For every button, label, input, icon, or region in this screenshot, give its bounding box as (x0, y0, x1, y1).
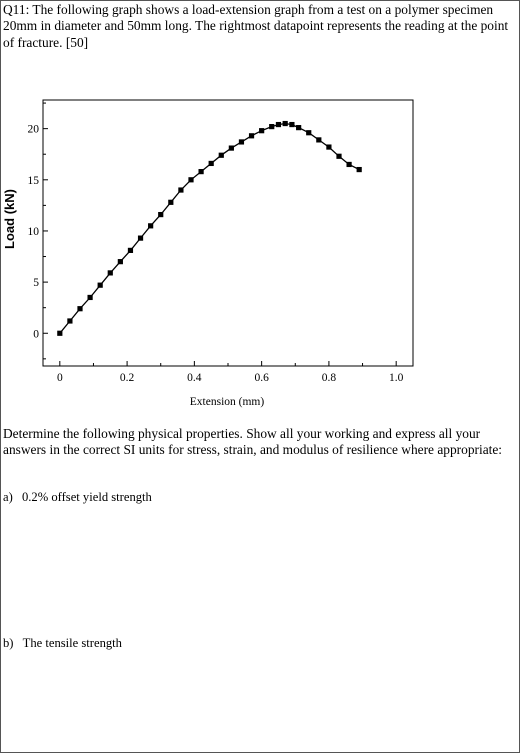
part-b-label: b) (3, 636, 14, 650)
data-point (296, 125, 302, 131)
data-point (275, 121, 282, 128)
data-point (87, 294, 93, 301)
data-point (77, 306, 83, 312)
x-tick-label: 0 (57, 372, 63, 384)
data-point (336, 153, 342, 159)
series-line (59, 122, 360, 334)
data-point (188, 177, 194, 183)
plot-frame (42, 99, 414, 367)
data-point (137, 235, 144, 241)
data-point (168, 199, 174, 205)
y-tick-label: 10 (28, 226, 40, 238)
data-point (356, 166, 362, 173)
y-tick-label: 15 (28, 175, 40, 187)
x-tick-label: 0.8 (322, 372, 337, 384)
data-point (259, 128, 265, 134)
data-point (57, 330, 63, 336)
data-point (282, 120, 288, 127)
instructions-text: Determine the following physical propert… (3, 426, 503, 458)
data-point (208, 160, 214, 167)
y-tick-label: 5 (33, 277, 39, 289)
x-tick-label: 0.6 (254, 372, 269, 384)
data-point (117, 259, 123, 265)
data-point (107, 270, 113, 276)
part-a-text: 0.2% offset yield strength (21, 490, 152, 504)
part-b: b) The tensile strength (3, 636, 122, 651)
data-point (316, 137, 322, 143)
y-tick-label: 20 (28, 124, 40, 136)
data-point (326, 144, 332, 150)
x-tick-label: 0.4 (187, 372, 202, 384)
data-point (198, 169, 204, 175)
data-point (97, 282, 103, 288)
x-tick-label: 1.0 (389, 372, 404, 384)
data-point (238, 139, 245, 145)
data-point (218, 152, 224, 158)
data-point (158, 211, 164, 218)
data-point (178, 187, 184, 193)
part-a: a) 0.2% offset yield strength (3, 490, 152, 505)
y-tick-label: 0 (33, 328, 39, 340)
data-point (346, 161, 352, 168)
question-intro: Q11: The following graph shows a load-ex… (3, 2, 509, 50)
y-axis-label: Load (kN) (2, 189, 17, 249)
part-a-label: a) (3, 490, 13, 504)
x-tick-label: 0.2 (120, 372, 135, 384)
data-point (306, 130, 312, 136)
data-point (248, 133, 255, 139)
data-point (148, 223, 154, 229)
data-point (289, 121, 295, 128)
data-point (127, 247, 134, 253)
x-axis-label: Extension (mm) (190, 396, 265, 408)
data-point (228, 145, 234, 151)
part-b-text: The tensile strength (22, 636, 122, 650)
data-point (269, 124, 275, 130)
data-point (67, 318, 73, 324)
